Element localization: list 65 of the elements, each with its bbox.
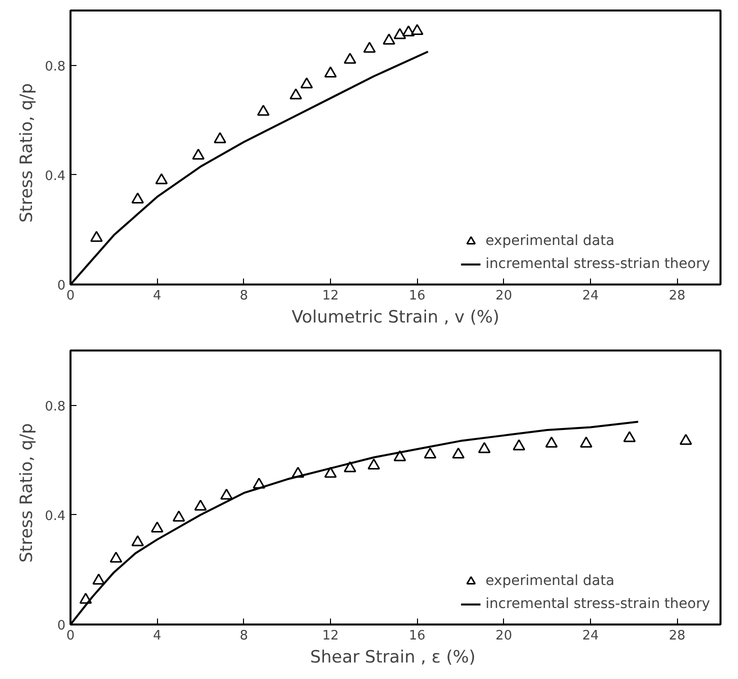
legend-label: experimental data <box>486 233 614 249</box>
point <box>290 88 302 100</box>
y-tick-label: 0 <box>57 278 66 294</box>
point <box>623 431 636 442</box>
y-tick-label: 0.4 <box>44 508 66 524</box>
x-axis-title: Volumetric Strain , v (%) <box>292 308 500 328</box>
x-tick-label: 8 <box>240 288 248 304</box>
point <box>363 42 376 53</box>
point <box>512 439 526 450</box>
y-tick-label: 0.8 <box>44 59 66 74</box>
point <box>192 148 205 160</box>
point <box>580 436 592 448</box>
x-axis-title: Shear Strain , ε (%) <box>310 648 476 668</box>
x-tick-label: 16 <box>408 288 426 304</box>
point <box>79 592 92 604</box>
x-tick-label: 12 <box>322 628 339 644</box>
point <box>194 500 207 511</box>
point <box>324 66 337 78</box>
point <box>172 510 186 522</box>
point <box>452 448 465 459</box>
point <box>110 552 122 563</box>
x-tick-label: 8 <box>240 628 248 644</box>
point <box>300 77 313 88</box>
point <box>680 434 692 445</box>
y-axis-title: Stress Ratio, q/p <box>16 83 37 223</box>
x-tick-label: 12 <box>322 288 339 304</box>
point <box>214 132 226 144</box>
y-tick-label: 0.8 <box>44 399 66 414</box>
x-tick-label: 28 <box>668 288 686 304</box>
point <box>402 25 415 36</box>
point <box>220 488 233 500</box>
point <box>424 448 436 459</box>
x-tick-label: 20 <box>496 628 512 644</box>
point <box>292 466 304 478</box>
point <box>155 173 168 184</box>
y-axis-title: Stress Ratio, q/p <box>16 423 37 563</box>
point <box>344 461 356 472</box>
y-tick-label: 0 <box>57 618 66 634</box>
x-tick-label: 24 <box>582 628 599 644</box>
point <box>92 574 105 585</box>
x-tick-label: 16 <box>408 628 426 644</box>
point <box>324 466 337 478</box>
point <box>131 192 144 204</box>
point <box>410 24 424 35</box>
x-tick-label: 28 <box>668 628 686 644</box>
point <box>252 478 266 489</box>
y-tick-label: 0.4 <box>44 168 66 184</box>
x-tick-label: 4 <box>153 628 162 644</box>
x-tick-label: 24 <box>582 288 599 304</box>
point <box>150 522 164 533</box>
x-tick-label: 4 <box>153 288 162 304</box>
legend-label: incremental stress-strian theory <box>486 256 710 272</box>
point <box>344 52 356 64</box>
point <box>257 104 270 116</box>
point <box>90 230 103 242</box>
point <box>394 28 406 40</box>
point <box>382 34 396 45</box>
legend-label: incremental stress-strain theory <box>486 596 710 612</box>
point <box>131 535 144 546</box>
point <box>368 458 380 470</box>
point <box>478 442 491 454</box>
point <box>394 450 406 462</box>
point <box>545 436 558 448</box>
x-tick-label: 20 <box>496 288 512 304</box>
legend-label: experimental data <box>486 573 614 589</box>
